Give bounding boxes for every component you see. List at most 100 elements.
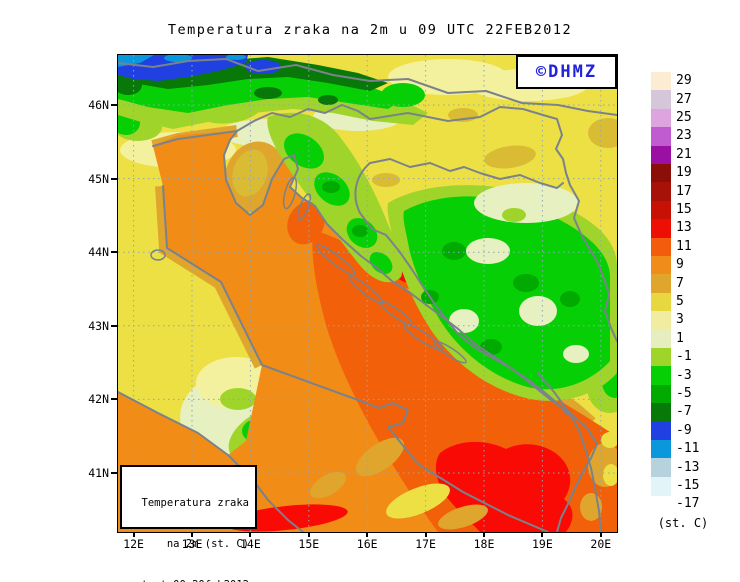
legend-tick-label: 17 bbox=[676, 183, 692, 199]
legend-tick-label: 15 bbox=[676, 202, 692, 217]
legend-tick-label: 11 bbox=[676, 238, 692, 254]
legend-tick-label: 29 bbox=[676, 73, 692, 89]
legend-tick-label: -9 bbox=[676, 422, 692, 438]
info-box: Temperatura zraka na 2m (st. C) start 00… bbox=[120, 465, 257, 582]
legend-tick-label: 3 bbox=[676, 312, 684, 328]
legend-swatch bbox=[651, 219, 671, 239]
legend-swatch bbox=[651, 329, 671, 349]
legend-tick-label: 5 bbox=[676, 294, 684, 309]
lake-outline bbox=[150, 249, 166, 261]
lat-tick-mark bbox=[111, 324, 117, 327]
lon-tick-label: 15E bbox=[298, 537, 320, 551]
legend-tick-label: 19 bbox=[676, 165, 692, 181]
legend-tick-label: -7 bbox=[676, 404, 692, 420]
temperature-map bbox=[118, 55, 617, 532]
lon-tick-label: 13E bbox=[181, 537, 203, 551]
legend-tick-label: 1 bbox=[676, 330, 684, 346]
legend-tick-label: -1 bbox=[676, 349, 692, 365]
lat-tick-mark bbox=[111, 472, 117, 474]
legend-swatch bbox=[651, 127, 671, 147]
legend-tick-label: 27 bbox=[676, 91, 692, 107]
legend-swatch bbox=[651, 164, 671, 183]
legend-tick-label: -11 bbox=[676, 441, 700, 457]
lon-tick-label: 19E bbox=[532, 537, 553, 551]
legend: 29 27 25 23 21 19 17 15 13 11 9 7 5 3 1 -1 -3 -5 -7 -9 -11 -1… bbox=[651, 0, 740, 582]
border-slovenia bbox=[236, 104, 371, 132]
islands bbox=[150, 176, 467, 364]
legend-swatch bbox=[651, 274, 671, 294]
legend-swatch bbox=[651, 348, 671, 367]
legend-swatch bbox=[651, 384, 671, 404]
border-hungary-danube bbox=[369, 106, 571, 186]
legend-tick-label: 13 bbox=[676, 220, 692, 236]
legend-tick-label: -5 bbox=[676, 386, 692, 401]
lon-tick-label: 18E bbox=[473, 537, 495, 551]
lat-tick-mark bbox=[111, 104, 117, 106]
legend-swatch bbox=[651, 200, 671, 220]
info-line: start 00z20feb2012 bbox=[124, 579, 249, 582]
info-line: na 2m (st. C) bbox=[166, 537, 249, 550]
lon-tick-mark bbox=[599, 532, 602, 537]
border-sava bbox=[369, 158, 564, 189]
legend-swatch bbox=[651, 403, 671, 423]
watermark-box: ©DHMZ bbox=[516, 55, 617, 89]
legend-swatch bbox=[651, 311, 671, 331]
legend-swatch bbox=[651, 256, 671, 275]
lat-tick-mark bbox=[111, 177, 117, 180]
legend-tick-label: 23 bbox=[676, 128, 692, 144]
legend-tick-label: 7 bbox=[676, 275, 684, 291]
lon-tick-mark bbox=[366, 532, 369, 537]
lon-tick-label: 17E bbox=[415, 537, 436, 551]
lat-tick-label: 41N bbox=[88, 466, 109, 480]
legend-tick-label: -3 bbox=[676, 367, 692, 383]
lon-tick-mark bbox=[424, 532, 427, 537]
lat-tick-mark bbox=[111, 251, 117, 254]
lon-tick-label: 20E bbox=[590, 537, 612, 551]
legend-swatch bbox=[651, 72, 671, 91]
lat-tick-mark bbox=[111, 398, 117, 401]
border-north bbox=[118, 58, 617, 116]
legend-tick-label: 25 bbox=[676, 110, 692, 125]
border-drina bbox=[569, 184, 617, 342]
legend-swatch bbox=[651, 182, 671, 202]
legend-tick-label: -17 bbox=[676, 496, 700, 512]
lat-tick-label: 44N bbox=[88, 245, 109, 260]
info-line: Temperatura zraka bbox=[141, 497, 249, 510]
legend-swatch bbox=[651, 145, 671, 165]
legend-tick-label: 21 bbox=[676, 146, 692, 162]
legend-swatch bbox=[651, 440, 671, 459]
legend-swatch bbox=[651, 458, 671, 478]
legend-tick-label: 9 bbox=[676, 257, 684, 273]
page-title: Temperatura zraka na 2m u 09 UTC 22FEB20… bbox=[167, 22, 573, 38]
lon-tick-label: 12E bbox=[123, 537, 144, 551]
lat-tick-label: 46N bbox=[88, 98, 109, 112]
border-montenegro bbox=[537, 372, 602, 532]
lon-tick-label: 16E bbox=[356, 537, 378, 551]
border-croatia-bosnia bbox=[354, 162, 569, 416]
lat-tick-label: 42N bbox=[88, 392, 109, 407]
coastlines-and-borders bbox=[118, 58, 617, 532]
legend-swatch bbox=[651, 108, 671, 128]
legend-unit-label: (st. C) bbox=[657, 516, 709, 530]
legend-swatch bbox=[651, 476, 671, 496]
grid-lines bbox=[118, 55, 617, 532]
lon-tick-label: 14E bbox=[240, 537, 261, 551]
adriatic-coastline bbox=[152, 130, 598, 532]
legend-swatch bbox=[651, 292, 671, 312]
italy-east-coastline bbox=[162, 185, 549, 532]
legend-tick-label: -13 bbox=[676, 459, 700, 475]
legend-swatch bbox=[651, 366, 671, 386]
lon-tick-mark bbox=[191, 532, 193, 537]
lat-tick-label: 43N bbox=[88, 318, 109, 333]
lon-tick-mark bbox=[132, 532, 135, 537]
legend-swatch bbox=[651, 421, 671, 441]
legend-swatch bbox=[651, 237, 671, 257]
lon-tick-mark bbox=[483, 532, 485, 537]
lon-tick-mark bbox=[249, 532, 252, 537]
watermark-text: ©DHMZ bbox=[535, 62, 598, 82]
lon-tick-mark bbox=[307, 532, 310, 537]
legend-swatch bbox=[651, 90, 671, 110]
lat-tick-label: 45N bbox=[88, 171, 109, 186]
lon-tick-mark bbox=[541, 532, 544, 537]
